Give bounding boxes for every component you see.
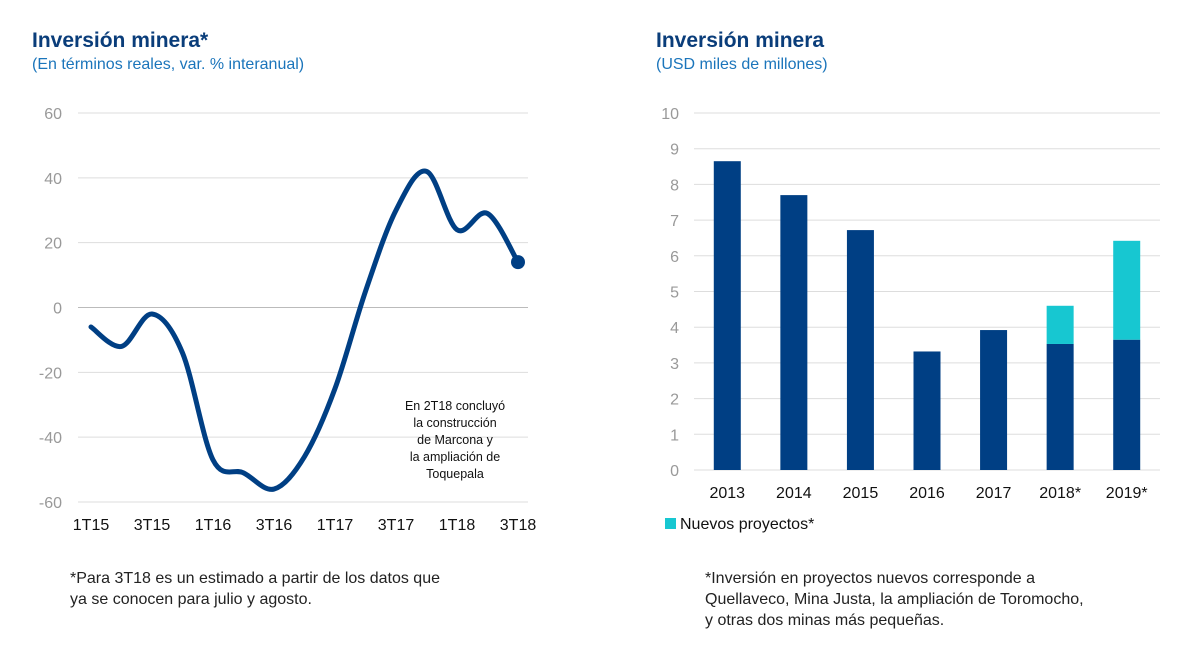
bar-base — [980, 330, 1008, 470]
legend-label: Nuevos proyectos* — [680, 516, 814, 533]
annotation-line: de Marcona y — [417, 433, 493, 447]
y-tick-label: 0 — [53, 301, 62, 318]
y-tick-label: 3 — [670, 356, 679, 373]
y-tick-label: 60 — [44, 106, 62, 123]
x-tick-label: 2019* — [1106, 485, 1148, 502]
right-chart-subtitle: (USD miles de millones) — [656, 56, 828, 73]
y-tick-label: 10 — [661, 106, 679, 123]
bar-base — [1046, 343, 1074, 470]
annotation-line: En 2T18 concluyó — [405, 399, 505, 413]
left-footnote: *Para 3T18 es un estimado a partir de lo… — [70, 570, 440, 608]
left-chart-title: Inversión minera* — [32, 29, 209, 52]
end-point-marker — [511, 255, 525, 270]
annotation-line: la construcción — [413, 416, 496, 430]
right-footnote: *Inversión en proyectos nuevos correspon… — [705, 570, 1084, 629]
y-tick-label: -40 — [39, 430, 62, 447]
bar-base — [1113, 339, 1141, 470]
bar-base — [780, 195, 808, 471]
x-tick-label: 3T16 — [256, 517, 293, 534]
x-tick-label: 1T16 — [195, 517, 232, 534]
y-tick-label: 40 — [44, 171, 62, 188]
legend-swatch — [665, 518, 676, 529]
x-tick-label: 1T15 — [73, 517, 110, 534]
y-tick-label: 0 — [670, 463, 679, 480]
x-tick-label: 3T15 — [134, 517, 171, 534]
bar-base — [713, 161, 741, 470]
y-tick-label: 8 — [670, 177, 679, 194]
x-tick-label: 2015 — [843, 485, 879, 502]
right-chart-title: Inversión minera — [656, 29, 825, 52]
x-tick-label: 2018* — [1039, 485, 1081, 502]
y-tick-label: 1 — [670, 427, 679, 444]
x-tick-label: 3T18 — [500, 517, 537, 534]
bar-base — [913, 351, 941, 470]
y-tick-label: 4 — [670, 320, 679, 337]
series-line — [88, 168, 521, 492]
y-tick-label: 6 — [670, 249, 679, 266]
y-tick-label: 9 — [670, 142, 679, 159]
y-tick-label: 20 — [44, 236, 62, 253]
left-chart-subtitle: (En términos reales, var. % interanual) — [32, 56, 305, 73]
x-tick-label: 2016 — [909, 485, 945, 502]
x-tick-label: 1T18 — [439, 517, 476, 534]
annotation-line: Toquepala — [426, 467, 484, 481]
bar-new-projects — [1046, 305, 1074, 344]
y-tick-label: 2 — [670, 392, 679, 409]
y-tick-label: 7 — [670, 213, 679, 230]
y-tick-label: -20 — [39, 365, 62, 382]
y-tick-label: 5 — [670, 285, 679, 302]
bar-new-projects — [1113, 240, 1141, 340]
x-tick-label: 1T17 — [317, 517, 354, 534]
y-tick-label: -60 — [39, 495, 62, 512]
annotation-line: la ampliación de — [410, 450, 500, 464]
x-tick-label: 3T17 — [378, 517, 415, 534]
x-tick-label: 2017 — [976, 485, 1012, 502]
bar-base — [846, 230, 874, 470]
line-chart: 60 40 20 0 -20 -40 -60 1T15 3T15 1T16 3T16 1T17 3T17… — [39, 106, 536, 534]
x-tick-label: 2014 — [776, 485, 812, 502]
x-tick-label: 2013 — [709, 485, 745, 502]
